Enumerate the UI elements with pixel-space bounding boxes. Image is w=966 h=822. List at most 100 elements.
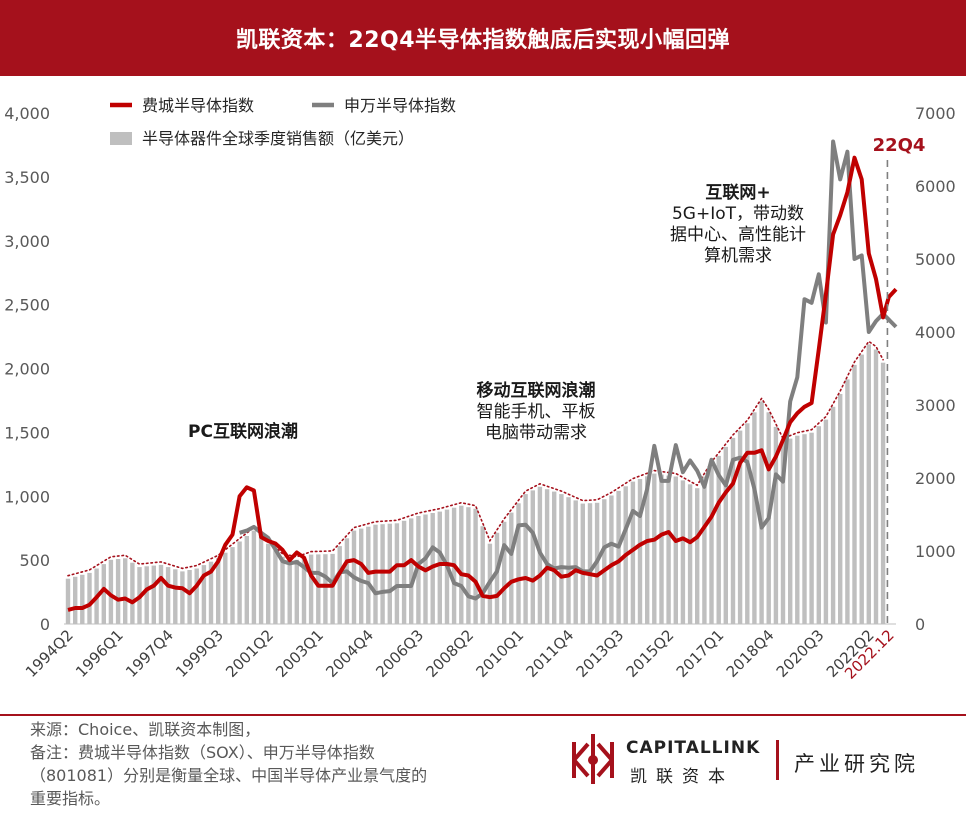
legend-sw-label: 申万半导体指数: [344, 96, 456, 115]
capitallink-logo-icon: [572, 734, 614, 784]
sales-bar: [673, 476, 678, 624]
sales-bar: [780, 441, 786, 624]
sales-bar: [480, 526, 485, 624]
sales-bar: [823, 419, 829, 624]
sales-bar: [158, 564, 164, 624]
sales-bar: [559, 494, 564, 624]
x-axis-tick-label: 2015Q2: [623, 626, 678, 681]
sales-bar: [745, 423, 750, 625]
sales-bar: [108, 559, 114, 624]
sales-bar: [466, 507, 471, 624]
sales-bar: [795, 435, 800, 624]
sales-bar: [880, 362, 886, 624]
x-axis-tick-label: 1999Q3: [172, 626, 227, 681]
x-axis-tick-label: 2011Q4: [523, 626, 578, 681]
x-axis-tick-label: 2003Q1: [272, 626, 327, 681]
x-axis-tick-label: 2018Q4: [723, 626, 778, 681]
footnote: 来源：Choice、凯联资本制图， 备注：费城半导体指数（SOX）、申万半导体指…: [30, 718, 550, 810]
left-axis-tick-label: 3,000: [4, 232, 50, 251]
sales-bar: [723, 446, 728, 624]
footer-divider: [0, 714, 966, 716]
sales-bar: [759, 401, 764, 624]
sales-bar: [244, 536, 249, 624]
sales-bar: [859, 354, 864, 624]
sales-bar: [580, 503, 585, 624]
sales-bar: [73, 576, 78, 624]
sales-bar: [530, 490, 535, 624]
sales-bar: [473, 508, 478, 624]
sales-bar: [838, 394, 843, 624]
sales-bar: [459, 505, 464, 624]
footnote-line: 重要指标。: [30, 789, 111, 808]
sales-bar: [308, 554, 314, 624]
sales-bar: [173, 569, 178, 625]
sales-bar: [630, 481, 636, 624]
x-axis-tick-label: 1996Q1: [72, 626, 127, 681]
x-axis-tick-label: 2001Q2: [222, 626, 277, 681]
right-axis-tick-label: 1000: [915, 542, 956, 561]
sales-bar: [187, 570, 192, 624]
sales-bar: [566, 497, 571, 624]
sales-bar: [788, 438, 793, 624]
sales-bar: [401, 520, 407, 624]
sales-bar: [752, 412, 757, 624]
brand-logo: CAPITALLINK 凯联资本 产业研究院: [568, 728, 948, 798]
sales-bar: [330, 553, 335, 624]
brand-name-cn: 凯联资本: [630, 767, 734, 787]
sales-bar: [845, 379, 850, 624]
sales-bar: [552, 491, 557, 624]
annotation-iot-line: 互联网+: [705, 183, 770, 203]
sales-bar: [409, 518, 414, 624]
left-axis-tick-label: 1,500: [4, 423, 50, 442]
x-axis-tick-label: 2008Q2: [422, 626, 477, 681]
sales-bar: [602, 499, 607, 624]
logo-divider: [776, 740, 779, 780]
sales-bar: [201, 565, 207, 624]
sales-bar: [344, 538, 350, 624]
right-axis-tick-label: 6000: [915, 177, 956, 196]
sales-bar: [659, 474, 664, 624]
annotation-mobile-line: 智能手机、平板: [477, 402, 596, 422]
right-axis-tick-label: 2000: [915, 469, 956, 488]
sales-bar: [637, 479, 643, 624]
sales-bar: [115, 559, 121, 624]
sales-bar: [216, 558, 221, 624]
sales-bar: [316, 554, 321, 624]
right-axis-tick-label: 4000: [915, 323, 956, 342]
sales-bar: [709, 464, 714, 624]
sales-bar: [65, 578, 71, 624]
sales-bar: [773, 426, 779, 624]
sales-bar: [494, 532, 500, 625]
sales-bar: [509, 512, 514, 624]
sales-bar: [80, 574, 85, 624]
sales-bar: [359, 528, 364, 624]
right-axis-tick-label: 7000: [915, 104, 956, 123]
sales-bar: [830, 406, 836, 624]
sales-bar: [866, 344, 871, 624]
sales-bar: [287, 558, 292, 624]
sales-bar: [730, 437, 736, 624]
sales-bar: [301, 557, 307, 624]
sales-bar: [687, 484, 693, 624]
title-banner: 凯联资本：22Q4半导体指数触底后实现小幅回弹: [0, 0, 966, 76]
sales-bar: [523, 494, 528, 624]
footnote-line: （801081）分别是衡量全球、中国半导体产业景气度的: [30, 766, 428, 785]
x-axis-tick-label: 2004Q4: [322, 626, 377, 681]
x-axis-tick-label: 2013Q3: [573, 626, 628, 681]
sales-bar: [652, 473, 657, 624]
sales-bar: [516, 503, 521, 624]
sales-bar: [144, 566, 149, 624]
sales-bar: [587, 503, 593, 624]
sales-bar: [645, 476, 650, 624]
sales-bar: [737, 430, 743, 624]
page-title: 凯联资本：22Q4半导体指数触底后实现小幅回弹: [235, 28, 731, 53]
sales-bar: [394, 523, 400, 624]
annotation-iot-line: 算机需求: [704, 246, 772, 266]
annotation-mobile-line: 电脑带动需求: [485, 423, 587, 443]
left-axis-tick-label: 0: [40, 615, 50, 634]
sox-index-line: [67, 155, 898, 612]
footnote-line: 备注：费城半导体指数（SOX）、申万半导体指数: [30, 743, 375, 762]
sales-bar: [695, 488, 700, 624]
sales-bar: [387, 523, 392, 624]
sales-bar: [544, 489, 550, 624]
